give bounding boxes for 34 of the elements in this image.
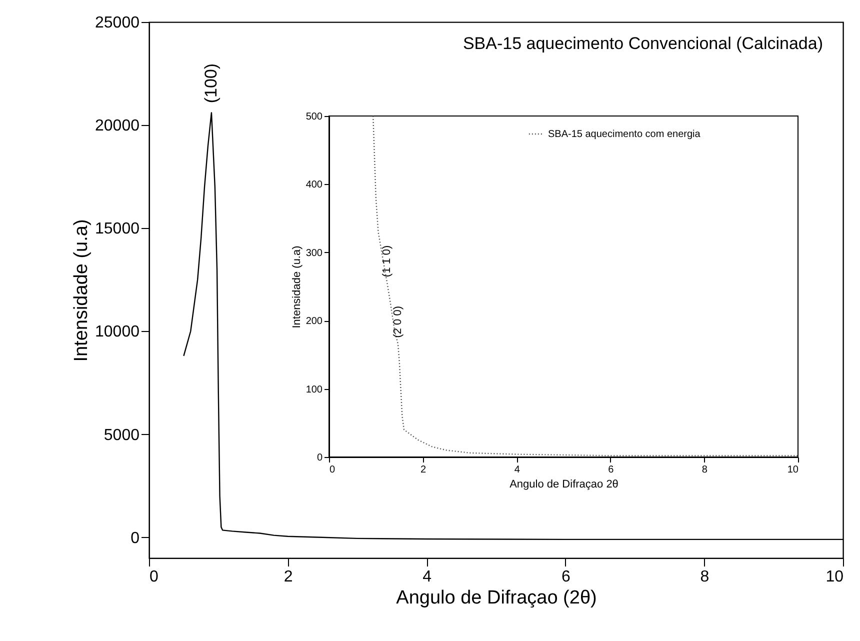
x-tick-label: 10	[787, 464, 799, 476]
x-tick-label: 8	[702, 464, 708, 476]
x-axis-title: Angulo de Difraçao (2θ)	[396, 588, 597, 608]
y-tick-label: 5000	[104, 426, 140, 444]
legend-label: SBA-15 aquecimento com energia	[548, 129, 701, 140]
y-tick-label: 10000	[95, 324, 140, 341]
y-tick-label: 0	[130, 530, 140, 547]
y-tick-label: 400	[306, 180, 323, 191]
x-tick-label: 6	[608, 464, 614, 476]
y-tick-label: 100	[306, 384, 323, 396]
y-axis-title: Intensidade (u.a)	[290, 246, 303, 328]
line-series	[372, 115, 799, 456]
x-tick-label: 4	[514, 464, 520, 476]
x-tick-label: 2	[420, 464, 427, 476]
x-tick-label: 0	[330, 464, 336, 476]
y-tick-label: 20000	[95, 118, 140, 135]
y-tick-label: 500	[306, 112, 323, 122]
y-tick-label: 25000	[95, 14, 140, 32]
annotation: (2 0 0)	[392, 306, 404, 338]
annotation: (100)	[201, 63, 220, 104]
x-tick-label: 10	[826, 568, 844, 586]
x-tick-label: 2	[284, 568, 293, 586]
y-axis-title: Intensidade (u.a)	[71, 219, 92, 362]
annotation: (1 1 0)	[381, 245, 394, 278]
x-tick-label: 8	[700, 568, 710, 586]
x-tick-label: 0	[150, 568, 158, 586]
annotation: SBA-15 aquecimento Convencional (Calcinada)	[462, 34, 823, 53]
x-axis-title: Angulo de Difraçao 2θ	[510, 478, 618, 490]
y-tick-label: 200	[306, 316, 323, 328]
x-tick-label: 6	[561, 568, 570, 586]
y-tick-label: 0	[316, 452, 323, 464]
y-tick-label: 15000	[95, 220, 140, 238]
x-tick-label: 4	[422, 568, 432, 586]
y-tick-label: 300	[306, 248, 323, 259]
